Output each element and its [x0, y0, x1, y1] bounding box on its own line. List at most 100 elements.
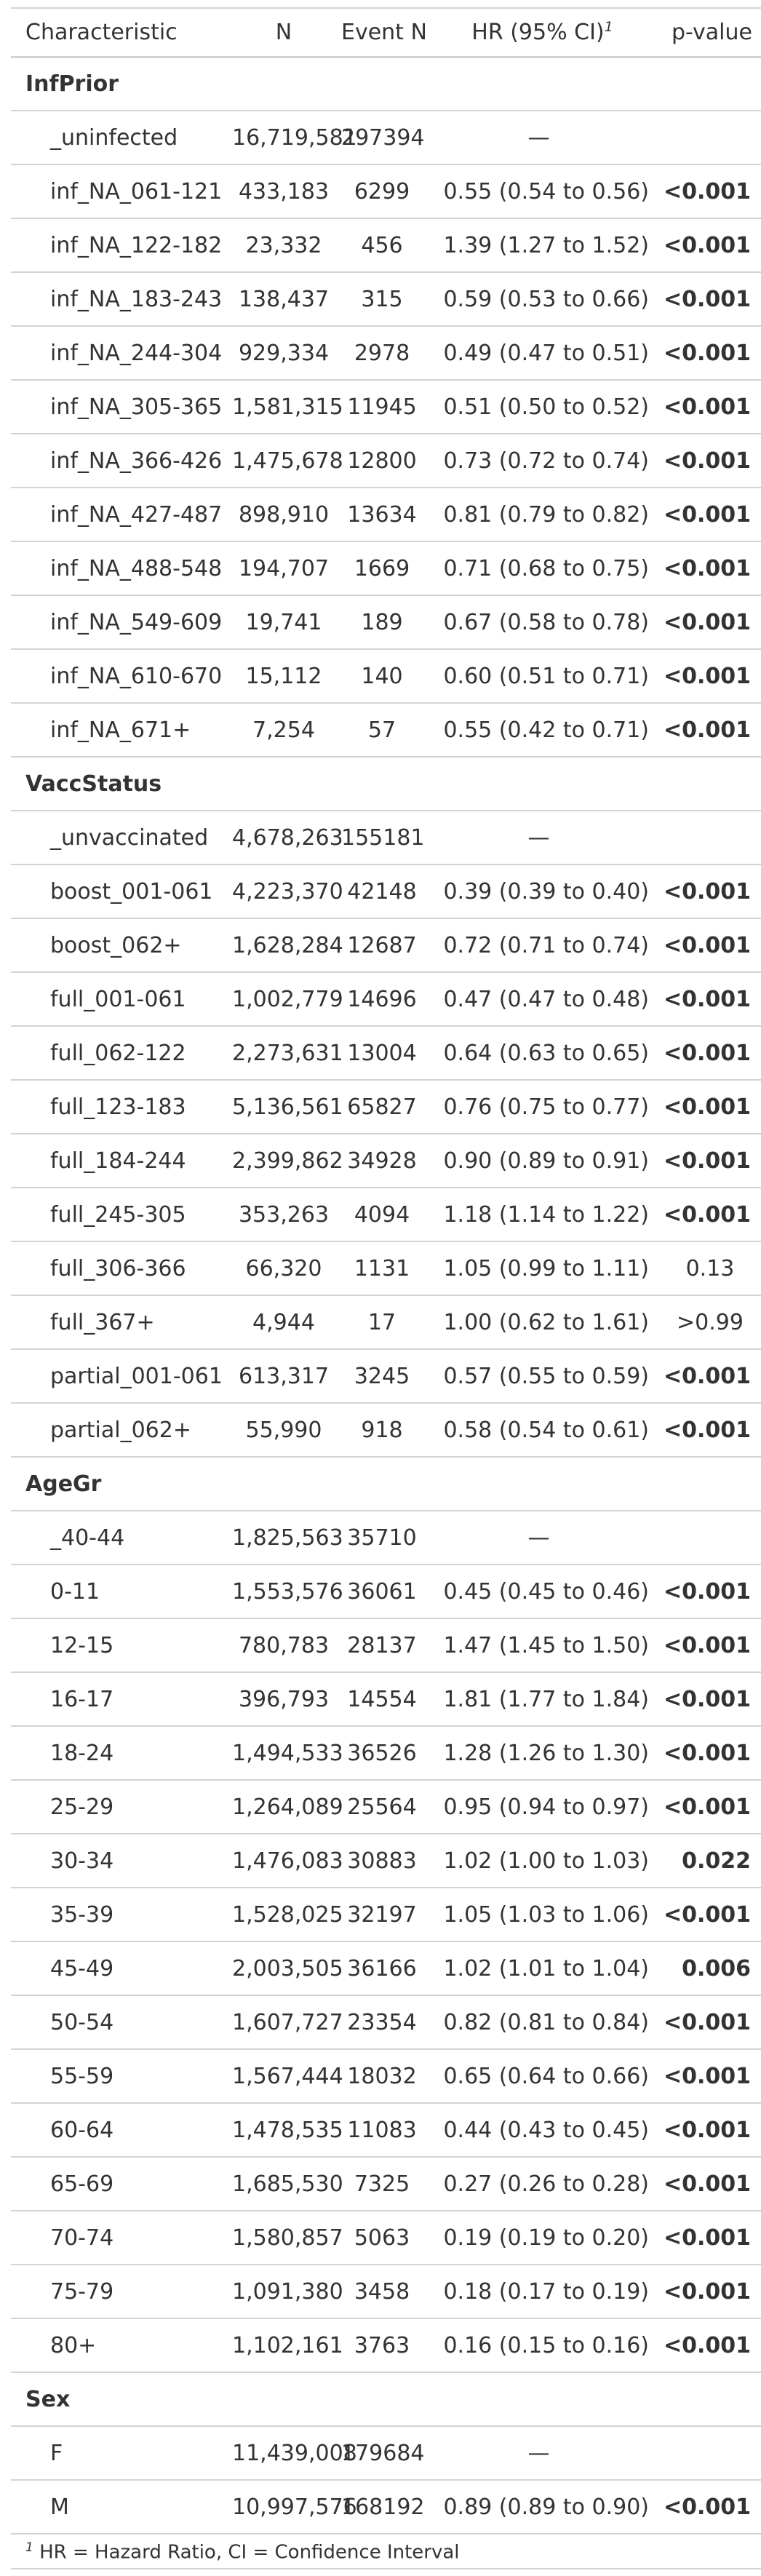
row-hr: 1.02 (1.01 to 1.04)	[426, 1941, 659, 1996]
row-hr: 0.57 (0.55 to 0.59)	[426, 1349, 659, 1404]
table-row: boost_062+ 1,628,284 12687 0.72 (0.71 to 0.…	[11, 918, 761, 973]
table-row: inf_NA_488-548 194,707 1669 0.71 (0.68 to 0…	[11, 541, 761, 596]
row-event-n: 6299	[338, 164, 426, 219]
row-p-value: <0.001	[659, 218, 761, 273]
row-event-n: 13634	[338, 488, 426, 542]
row-label: 16-17	[11, 1672, 229, 1727]
row-label: inf_NA_366-426	[11, 434, 229, 488]
row-label: full_123-183	[11, 1080, 229, 1134]
row-n: 1,607,727	[229, 1995, 343, 2050]
row-event-n: 28137	[338, 1618, 426, 1673]
row-label: full_184-244	[11, 1134, 229, 1188]
table-row: 45-49 2,003,505 36166 1.02 (1.01 to 1.04) 0.…	[11, 1941, 761, 1996]
row-hr: —	[426, 2426, 659, 2481]
row-hr: 0.45 (0.45 to 0.46)	[426, 1565, 659, 1619]
row-hr: 0.90 (0.89 to 0.91)	[426, 1134, 659, 1188]
row-p-value: <0.001	[659, 1565, 761, 1619]
table-row: inf_NA_244-304 929,334 2978 0.49 (0.47 to 0…	[11, 326, 761, 381]
row-label: partial_062+	[11, 1403, 229, 1458]
row-label: 18-24	[11, 1726, 229, 1781]
row-label: _40-44	[11, 1511, 229, 1565]
row-n: 780,783	[229, 1618, 338, 1673]
row-p-value: <0.001	[659, 1188, 761, 1242]
group-row: VaccStatus	[11, 757, 761, 811]
table-row: 35-39 1,528,025 32197 1.05 (1.03 to 1.06) <0…	[11, 1888, 761, 1942]
row-hr: 1.81 (1.77 to 1.84)	[426, 1672, 659, 1727]
row-p-value: <0.001	[659, 326, 761, 381]
row-event-n: 12800	[338, 434, 426, 488]
row-label: inf_NA_671+	[11, 703, 229, 758]
row-label: 70-74	[11, 2211, 229, 2265]
row-n: 353,263	[229, 1188, 338, 1242]
row-hr: 0.82 (0.81 to 0.84)	[426, 1995, 659, 2050]
row-hr: 0.16 (0.15 to 0.16)	[426, 2318, 659, 2373]
column-header-event-n: Event N	[338, 7, 427, 58]
table-row: _40-44 1,825,563 35710—	[11, 1511, 761, 1565]
row-event-n: 4094	[338, 1188, 426, 1242]
row-event-n: 30883	[338, 1834, 426, 1888]
row-label: full_062-122	[11, 1026, 229, 1081]
row-event-n: 1669	[338, 541, 426, 596]
table-row: _unvaccinated 4,678,263 155181—	[11, 811, 761, 865]
row-event-n: 65827	[338, 1080, 426, 1134]
row-hr: 0.55 (0.42 to 0.71)	[426, 703, 659, 758]
row-label: inf_NA_061-121	[11, 164, 229, 219]
row-label: 12-15	[11, 1618, 229, 1673]
column-header-hr: HR (95% CI)1	[426, 7, 659, 58]
row-event-n: 36526	[338, 1726, 426, 1781]
row-label: inf_NA_183-243	[11, 272, 229, 327]
row-n: 1,264,089	[229, 1780, 343, 1834]
row-p-value	[659, 1511, 761, 1565]
row-n: 19,741	[229, 595, 338, 650]
row-label: full_001-061	[11, 972, 229, 1027]
row-p-value	[659, 2426, 761, 2481]
row-n: 1,528,025	[229, 1888, 343, 1942]
row-p-value: <0.001	[659, 380, 761, 434]
row-hr: —	[426, 1511, 659, 1565]
row-event-n: 11945	[338, 380, 426, 434]
footnote: 1 HR = Hazard Ratio, CI = Confidence Int…	[11, 2533, 761, 2569]
footnote-text: HR = Hazard Ratio, CI = Confidence Inter…	[39, 2541, 460, 2564]
group-row: AgeGr	[11, 1457, 761, 1511]
row-label: 0-11	[11, 1565, 229, 1619]
table-header: Characteristic N Event N HR (95% CI)1 p-…	[11, 7, 761, 58]
table-row: 70-74 1,580,857 5063 0.19 (0.19 to 0.20) <0.…	[11, 2211, 761, 2265]
table-row: _uninfected 16,719,581 297394—	[11, 111, 761, 165]
row-n: 1,580,857	[229, 2211, 343, 2265]
row-n: 1,102,161	[229, 2318, 343, 2373]
row-hr: 0.39 (0.39 to 0.40)	[426, 864, 659, 919]
row-label: inf_NA_488-548	[11, 541, 229, 596]
group-label: InfPrior	[11, 57, 761, 111]
row-event-n: 315	[338, 272, 426, 327]
row-n: 1,567,444	[229, 2049, 343, 2104]
row-event-n: 7325	[338, 2157, 426, 2211]
row-event-n: 18032	[338, 2049, 426, 2104]
row-hr: 0.95 (0.94 to 0.97)	[426, 1780, 659, 1834]
table-row: 55-59 1,567,444 18032 0.65 (0.64 to 0.66) <0…	[11, 2049, 761, 2104]
row-event-n: 23354	[338, 1995, 426, 2050]
table-row: full_367+ 4,944 17 1.00 (0.62 to 1.61) >0.99	[11, 1295, 761, 1350]
row-event-n: 32197	[338, 1888, 426, 1942]
table-row: inf_NA_366-426 1,475,678 12800 0.73 (0.72 t…	[11, 434, 761, 488]
footnote-mark: 1	[25, 2540, 33, 2556]
row-hr: 1.00 (0.62 to 1.61)	[426, 1295, 659, 1350]
row-hr: 0.81 (0.79 to 0.82)	[426, 488, 659, 542]
row-hr: 1.05 (1.03 to 1.06)	[426, 1888, 659, 1942]
table-row: full_123-183 5,136,561 65827 0.76 (0.75 to …	[11, 1080, 761, 1134]
row-n: 55,990	[229, 1403, 338, 1458]
row-label: inf_NA_244-304	[11, 326, 229, 381]
row-p-value: <0.001	[659, 1618, 761, 1673]
row-hr: 0.65 (0.64 to 0.66)	[426, 2049, 659, 2104]
row-hr: 0.76 (0.75 to 0.77)	[426, 1080, 659, 1134]
row-p-value: 0.022	[659, 1834, 761, 1888]
row-event-n: 2978	[338, 326, 426, 381]
row-event-n: 57	[338, 703, 426, 758]
row-n: 4,944	[229, 1295, 338, 1350]
row-event-n: 11083	[338, 2103, 426, 2158]
row-hr: 0.47 (0.47 to 0.48)	[426, 972, 659, 1027]
row-p-value: <0.001	[659, 1080, 761, 1134]
row-label: inf_NA_427-487	[11, 488, 229, 542]
row-p-value: <0.001	[659, 2480, 761, 2535]
row-event-n: 14696	[338, 972, 426, 1027]
row-p-value: <0.001	[659, 2318, 761, 2373]
